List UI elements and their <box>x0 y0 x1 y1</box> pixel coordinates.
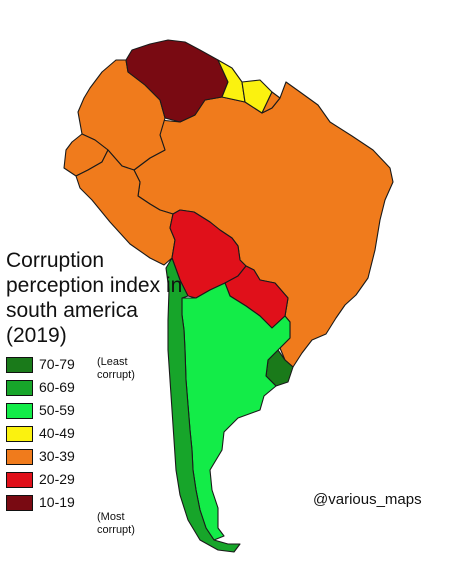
legend-label: 60-69 <box>39 379 75 395</box>
country-french-guiana <box>261 91 281 114</box>
legend-swatch <box>6 426 33 442</box>
map-title: Corruption perception index in south ame… <box>6 249 183 347</box>
legend-label: 70-79 <box>39 356 75 372</box>
legend-label: 40-49 <box>39 425 75 441</box>
legend-note-most-corrupt: (Most corrupt) <box>97 511 135 536</box>
legend-note-least-corrupt: (Least corrupt) <box>97 356 135 381</box>
legend-swatch <box>6 495 33 511</box>
legend-label: 10-19 <box>39 494 75 510</box>
legend-swatch <box>6 403 33 419</box>
credit-handle: @various_maps <box>313 491 422 508</box>
legend-label: 20-29 <box>39 471 75 487</box>
legend-label: 50-59 <box>39 402 75 418</box>
legend-swatch <box>6 449 33 465</box>
legend-swatch <box>6 380 33 396</box>
country-chile <box>165 257 241 553</box>
legend-label: 30-39 <box>39 448 75 464</box>
legend-swatch <box>6 472 33 488</box>
legend-swatch <box>6 357 33 373</box>
